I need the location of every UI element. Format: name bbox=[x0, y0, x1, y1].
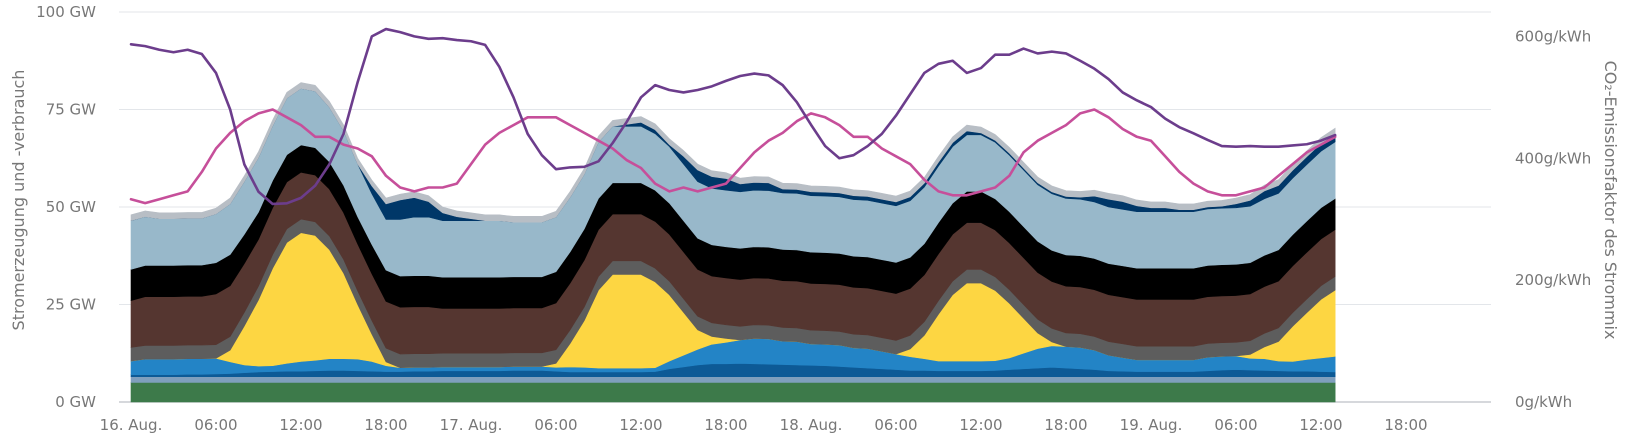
x-tick-label: 18:00 bbox=[364, 416, 407, 434]
right-axis-ticks: 0g/kWh 200g/kWh 400g/kWh 600g/kWh bbox=[1515, 27, 1591, 411]
right-tick-label: 0g/kWh bbox=[1515, 393, 1572, 411]
left-tick-label: 50 GW bbox=[46, 198, 96, 216]
stacked-areas bbox=[130, 82, 1336, 403]
x-tick-label: 18:00 bbox=[1384, 416, 1427, 434]
x-tick-label: 17. Aug. bbox=[440, 416, 503, 434]
right-tick-label: 200g/kWh bbox=[1515, 271, 1591, 289]
left-tick-label: 100 GW bbox=[36, 3, 96, 21]
left-axis-ticks: 0 GW 25 GW 50 GW 75 GW 100 GW bbox=[36, 3, 96, 411]
x-tick-label: 18. Aug. bbox=[780, 416, 843, 434]
area-series-0 bbox=[130, 382, 1336, 403]
co2-line bbox=[129, 27, 1337, 206]
left-axis-title: Stromerzeugung und -verbrauch bbox=[9, 70, 28, 331]
x-tick-label: 12:00 bbox=[619, 416, 662, 434]
left-tick-label: 75 GW bbox=[46, 101, 96, 119]
load-line bbox=[129, 108, 1337, 205]
left-tick-label: 0 GW bbox=[55, 393, 96, 411]
area-series-1 bbox=[130, 376, 1336, 383]
x-tick-label: 12:00 bbox=[959, 416, 1002, 434]
x-tick-label: 16. Aug. bbox=[100, 416, 163, 434]
x-tick-label: 18:00 bbox=[704, 416, 747, 434]
x-tick-label: 06:00 bbox=[1214, 416, 1257, 434]
x-tick-label: 12:00 bbox=[279, 416, 322, 434]
right-axis-title: CO₂-Emissionsfaktor des Strommix bbox=[1601, 61, 1620, 340]
x-tick-label: 06:00 bbox=[874, 416, 917, 434]
x-tick-label: 06:00 bbox=[534, 416, 577, 434]
x-tick-label: 19. Aug. bbox=[1120, 416, 1183, 434]
right-tick-label: 400g/kWh bbox=[1515, 149, 1591, 167]
left-tick-label: 25 GW bbox=[46, 296, 96, 314]
x-axis-ticks: 16. Aug. 06:00 12:00 18:00 17. Aug. 06:00 12:0… bbox=[100, 416, 1428, 434]
x-tick-label: 18:00 bbox=[1044, 416, 1087, 434]
line-series bbox=[129, 27, 1337, 206]
right-tick-label: 600g/kWh bbox=[1515, 27, 1591, 45]
x-tick-label: 06:00 bbox=[194, 416, 237, 434]
x-tick-label: 12:00 bbox=[1299, 416, 1342, 434]
